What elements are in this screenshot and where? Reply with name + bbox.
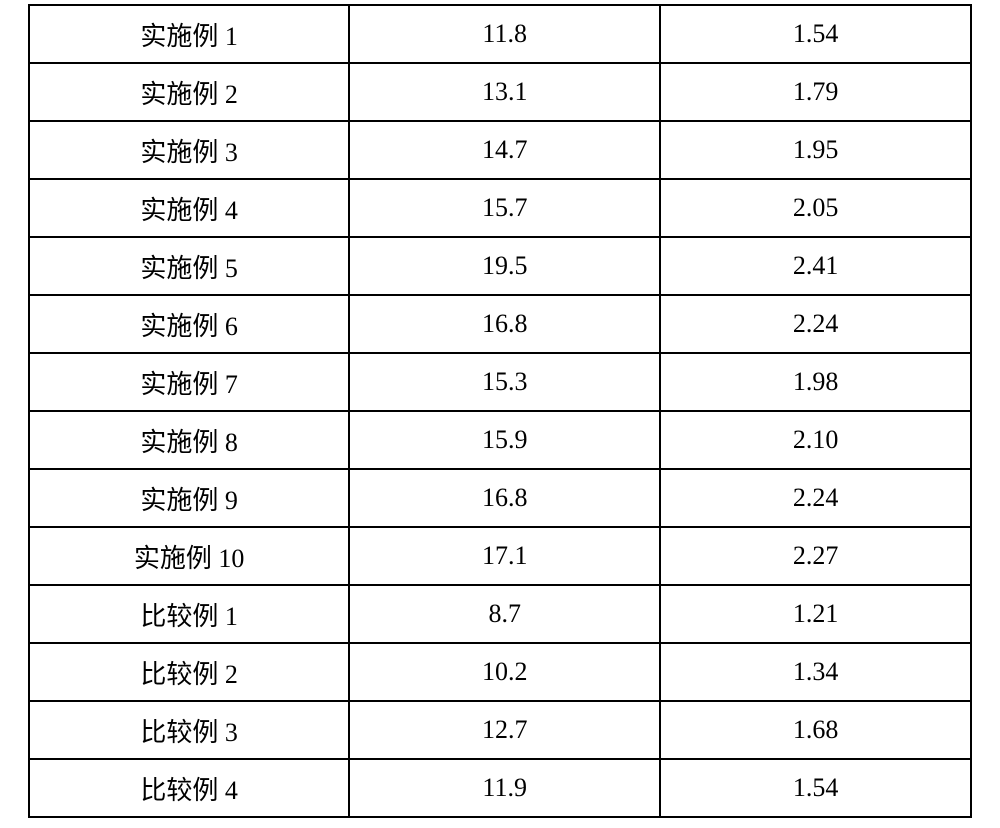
cell-label: 实施例 2 xyxy=(29,63,349,121)
table-row: 实施例 1017.12.27 xyxy=(29,527,971,585)
cell-val2: 1.54 xyxy=(660,5,971,63)
table-row: 实施例 111.81.54 xyxy=(29,5,971,63)
cell-val1: 16.8 xyxy=(349,469,660,527)
table-row: 实施例 519.52.41 xyxy=(29,237,971,295)
cell-label: 比较例 1 xyxy=(29,585,349,643)
table-row: 比较例 210.21.34 xyxy=(29,643,971,701)
table-row: 实施例 815.92.10 xyxy=(29,411,971,469)
cell-val2: 2.24 xyxy=(660,295,971,353)
data-table: 实施例 111.81.54实施例 213.11.79实施例 314.71.95实… xyxy=(28,4,972,818)
cell-val1: 8.7 xyxy=(349,585,660,643)
table-row: 实施例 616.82.24 xyxy=(29,295,971,353)
cell-label: 实施例 10 xyxy=(29,527,349,585)
table-row: 比较例 411.91.54 xyxy=(29,759,971,817)
cell-val2: 1.54 xyxy=(660,759,971,817)
cell-label: 实施例 6 xyxy=(29,295,349,353)
table-row: 实施例 213.11.79 xyxy=(29,63,971,121)
table-row: 实施例 916.82.24 xyxy=(29,469,971,527)
cell-val2: 1.68 xyxy=(660,701,971,759)
cell-val2: 1.79 xyxy=(660,63,971,121)
cell-val1: 15.9 xyxy=(349,411,660,469)
cell-label: 比较例 4 xyxy=(29,759,349,817)
table-row: 实施例 314.71.95 xyxy=(29,121,971,179)
cell-label: 实施例 5 xyxy=(29,237,349,295)
cell-val2: 1.21 xyxy=(660,585,971,643)
cell-val2: 2.05 xyxy=(660,179,971,237)
cell-val1: 19.5 xyxy=(349,237,660,295)
cell-val2: 1.98 xyxy=(660,353,971,411)
table-row: 实施例 715.31.98 xyxy=(29,353,971,411)
cell-val2: 2.41 xyxy=(660,237,971,295)
cell-label: 实施例 9 xyxy=(29,469,349,527)
table-row: 比较例 312.71.68 xyxy=(29,701,971,759)
cell-val1: 11.8 xyxy=(349,5,660,63)
cell-label: 实施例 4 xyxy=(29,179,349,237)
cell-val1: 16.8 xyxy=(349,295,660,353)
table-body: 实施例 111.81.54实施例 213.11.79实施例 314.71.95实… xyxy=(29,5,971,817)
cell-label: 实施例 1 xyxy=(29,5,349,63)
cell-label: 实施例 8 xyxy=(29,411,349,469)
cell-val2: 2.24 xyxy=(660,469,971,527)
cell-val2: 1.95 xyxy=(660,121,971,179)
cell-label: 实施例 3 xyxy=(29,121,349,179)
cell-val1: 15.7 xyxy=(349,179,660,237)
cell-val2: 1.34 xyxy=(660,643,971,701)
cell-val2: 2.27 xyxy=(660,527,971,585)
table-row: 比较例 18.71.21 xyxy=(29,585,971,643)
cell-val1: 11.9 xyxy=(349,759,660,817)
cell-val1: 14.7 xyxy=(349,121,660,179)
table-row: 实施例 415.72.05 xyxy=(29,179,971,237)
cell-val1: 13.1 xyxy=(349,63,660,121)
cell-label: 比较例 2 xyxy=(29,643,349,701)
table-container: 实施例 111.81.54实施例 213.11.79实施例 314.71.95实… xyxy=(0,0,1000,822)
cell-val1: 10.2 xyxy=(349,643,660,701)
cell-label: 比较例 3 xyxy=(29,701,349,759)
cell-val1: 12.7 xyxy=(349,701,660,759)
cell-val2: 2.10 xyxy=(660,411,971,469)
cell-val1: 15.3 xyxy=(349,353,660,411)
cell-label: 实施例 7 xyxy=(29,353,349,411)
cell-val1: 17.1 xyxy=(349,527,660,585)
